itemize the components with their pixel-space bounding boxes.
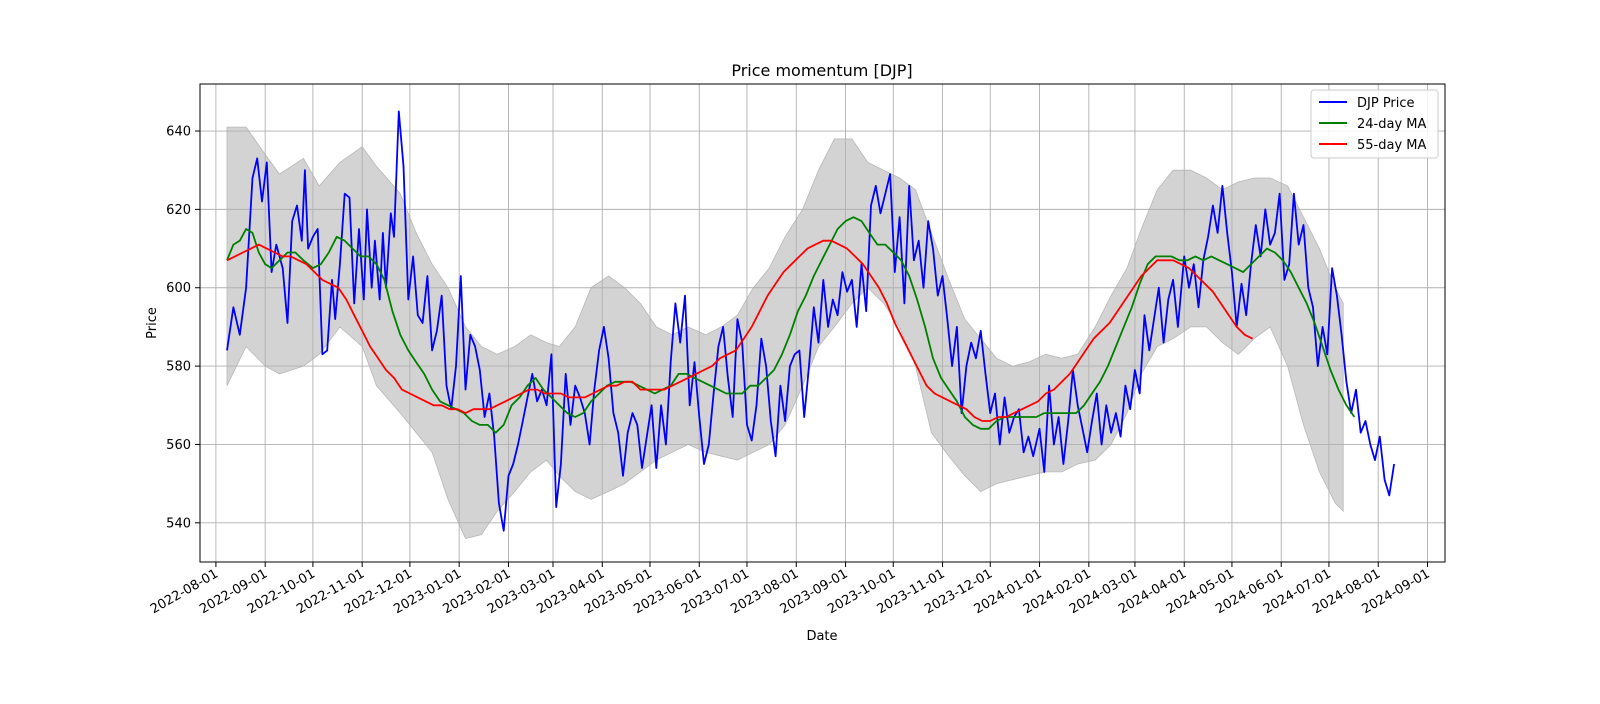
y-axis-label: Price bbox=[145, 307, 160, 339]
legend-box bbox=[1310, 89, 1439, 159]
chart-title: Price momentum [DJP] bbox=[731, 61, 912, 80]
y-tick-label: 560 bbox=[166, 438, 191, 453]
legend-label-55-day-ma: 55-day MA bbox=[1357, 138, 1426, 153]
series-line-djp-price bbox=[226, 110, 1395, 532]
series-layer bbox=[226, 110, 1395, 532]
y-tick-label: 600 bbox=[166, 281, 191, 296]
legend-label-djp-price: DJP Price bbox=[1357, 96, 1415, 111]
x-axis-label: Date bbox=[806, 629, 837, 644]
grid-layer bbox=[200, 84, 1445, 562]
y-tick-label: 580 bbox=[166, 360, 191, 375]
plot-frame bbox=[199, 83, 1446, 563]
y-axis-ticks: 540 560 580 600 620 640 bbox=[166, 125, 200, 531]
y-tick-label: 640 bbox=[166, 125, 191, 140]
legend: DJP Price 24-day MA 55-day MA bbox=[1310, 89, 1439, 159]
y-tick-label: 620 bbox=[166, 203, 191, 218]
series-line-24-day-ma bbox=[226, 216, 1356, 434]
series-line-55-day-ma bbox=[226, 239, 1253, 422]
legend-label-24-day-ma: 24-day MA bbox=[1357, 117, 1426, 132]
y-tick-label: 540 bbox=[166, 516, 191, 531]
